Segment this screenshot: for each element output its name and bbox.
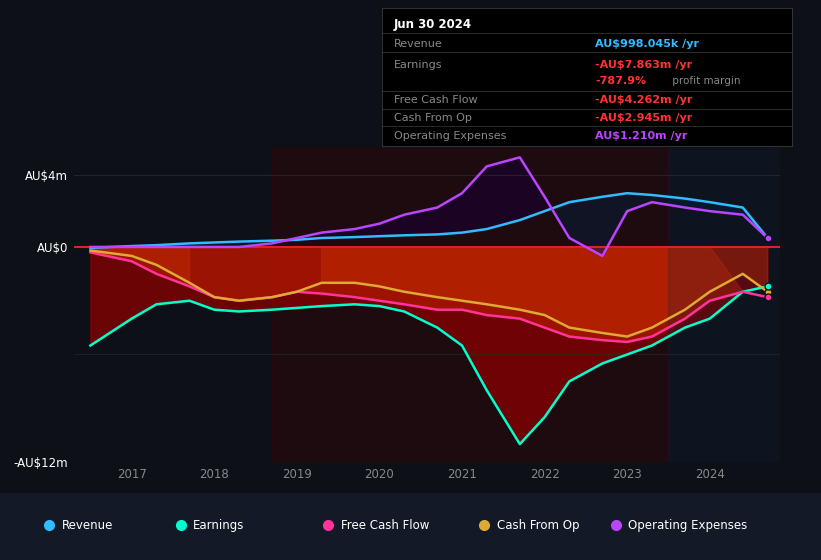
Text: AU$998.045k /yr: AU$998.045k /yr	[595, 39, 699, 49]
Text: Operating Expenses: Operating Expenses	[628, 519, 747, 531]
Text: -AU$7.863m /yr: -AU$7.863m /yr	[595, 60, 692, 69]
Text: Revenue: Revenue	[62, 519, 113, 531]
Text: Operating Expenses: Operating Expenses	[394, 131, 507, 141]
Text: Cash From Op: Cash From Op	[394, 113, 472, 123]
Text: Revenue: Revenue	[394, 39, 443, 49]
Text: profit margin: profit margin	[669, 76, 741, 86]
Text: Free Cash Flow: Free Cash Flow	[341, 519, 429, 531]
Text: -AU$4.262m /yr: -AU$4.262m /yr	[595, 95, 693, 105]
Text: AU$1.210m /yr: AU$1.210m /yr	[595, 131, 688, 141]
Text: Earnings: Earnings	[193, 519, 245, 531]
Bar	[272, 148, 668, 462]
Text: Jun 30 2024: Jun 30 2024	[394, 18, 472, 31]
Text: Earnings: Earnings	[394, 60, 443, 69]
Text: -AU$2.945m /yr: -AU$2.945m /yr	[595, 113, 692, 123]
Text: Cash From Op: Cash From Op	[497, 519, 579, 531]
Bar	[668, 148, 780, 462]
Text: Free Cash Flow: Free Cash Flow	[394, 95, 478, 105]
Text: -787.9%: -787.9%	[595, 76, 646, 86]
